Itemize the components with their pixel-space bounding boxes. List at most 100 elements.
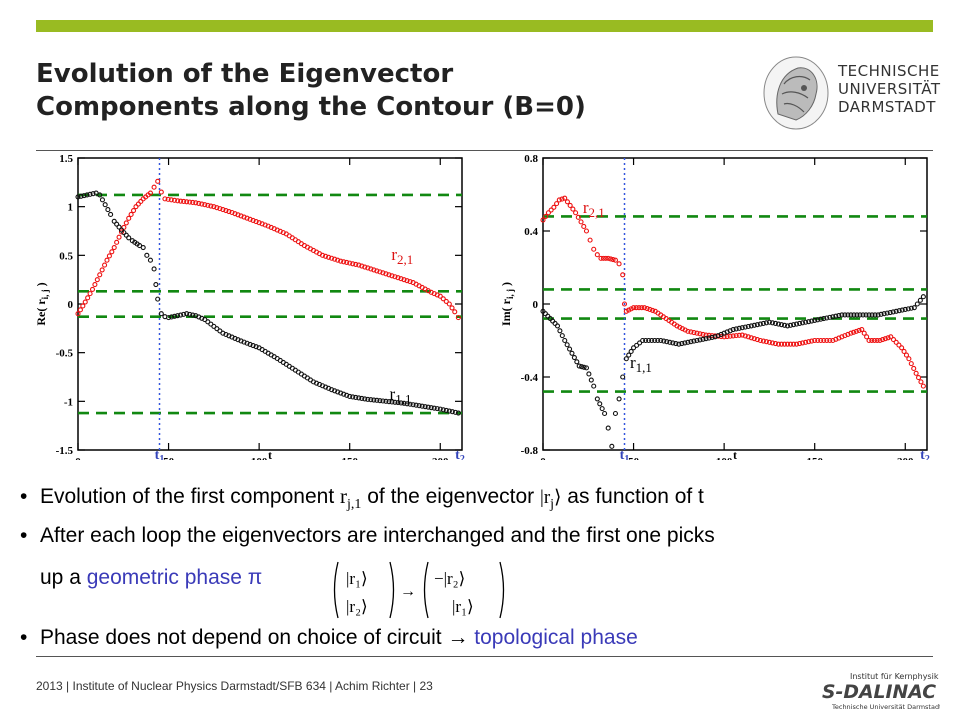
bullet-4-text: Phase does not depend on choice of circu… [40,626,448,649]
data-point [556,197,562,203]
data-point [641,305,647,311]
data-point [697,337,703,343]
y-tick-label: 1.5 [59,153,73,165]
data-point [833,313,839,319]
data-point [836,313,842,319]
data-point [446,301,452,307]
data-point [664,339,670,345]
series-r-1,1 [75,190,461,416]
data-point [548,207,554,213]
series-r-2,1 [540,195,926,389]
y-tick-label: -1.5 [56,445,74,457]
data-point [913,370,919,376]
bullet-3-text: up a [40,566,87,589]
data-point [597,401,603,407]
bullet-2-text: After each loop the eigenvectors are int… [40,524,715,547]
data-point [365,396,371,402]
data-point [172,313,178,319]
data-point [718,333,724,340]
data-point [800,340,806,346]
data-point [896,342,902,348]
data-point [739,325,745,331]
data-point [733,333,739,339]
data-point [827,337,833,344]
data-point [661,338,667,344]
data-point [854,312,860,318]
data-point [906,356,912,362]
data-point [75,311,81,317]
data-point [562,195,568,201]
data-point [75,194,81,200]
data-point [784,323,791,329]
data-point [899,345,905,351]
data-point [644,306,650,312]
series-label-1,1: r1,1 [390,384,412,406]
data-point [878,311,884,317]
data-point [389,399,395,405]
data-point [821,337,827,344]
data-point [407,279,413,285]
data-point [374,268,380,274]
data-point [787,341,794,347]
data-point [338,258,344,264]
data-point [250,217,256,224]
data-point [803,339,809,345]
data-point [724,333,730,340]
data-point [392,399,398,405]
data-point [908,305,914,311]
data-point [151,184,157,190]
data-point [87,291,93,297]
top-accent-bar [36,20,933,32]
data-point [175,313,181,319]
bullet-1-text-b: of the eigenvector [361,485,541,508]
data-point [620,374,626,380]
data-point [766,339,772,345]
data-point [166,315,172,321]
data-point [784,341,791,347]
data-point [778,341,785,347]
data-point [806,339,812,345]
data-point [709,334,715,341]
data-point [791,341,797,347]
data-point [766,319,772,325]
data-point [824,337,830,344]
data-point [567,202,573,209]
data-point [809,318,815,324]
data-point [893,339,899,345]
data-point [760,338,766,344]
data-point [126,215,132,221]
data-point [562,337,568,344]
data-point [353,394,359,400]
data-point [253,344,259,350]
data-point [643,337,649,344]
data-point [652,337,658,344]
data-point [803,319,809,325]
data-point [730,333,736,339]
data-point [884,310,890,316]
data-point [903,352,910,358]
data-point [757,337,763,344]
slide-title-line2: Components along the Contour (B=0) [36,92,586,122]
data-point [140,244,146,251]
data-point [827,314,833,320]
x-axis-label: t [733,448,737,460]
sdalinac-logo-line1: Institut für Kernphysik [850,672,939,681]
data-point [864,334,870,340]
data-point [449,305,455,311]
data-point [250,342,256,349]
data-point [398,276,404,282]
data-point [569,350,575,356]
data-point [126,235,132,241]
data-point [579,364,585,370]
data-point [754,322,760,328]
real-part-chart: 1.510.50-0.5-1-1.5050100150200r2,1r1,1Re… [30,150,470,460]
data-point [356,262,362,268]
data-point [214,205,220,211]
data-point [736,332,742,338]
y-tick-label: -1 [64,396,73,408]
data-point [853,328,859,334]
data-point [322,253,329,259]
data-point [869,337,875,344]
data-point [688,329,694,335]
x-tick-label: 200 [432,456,449,460]
